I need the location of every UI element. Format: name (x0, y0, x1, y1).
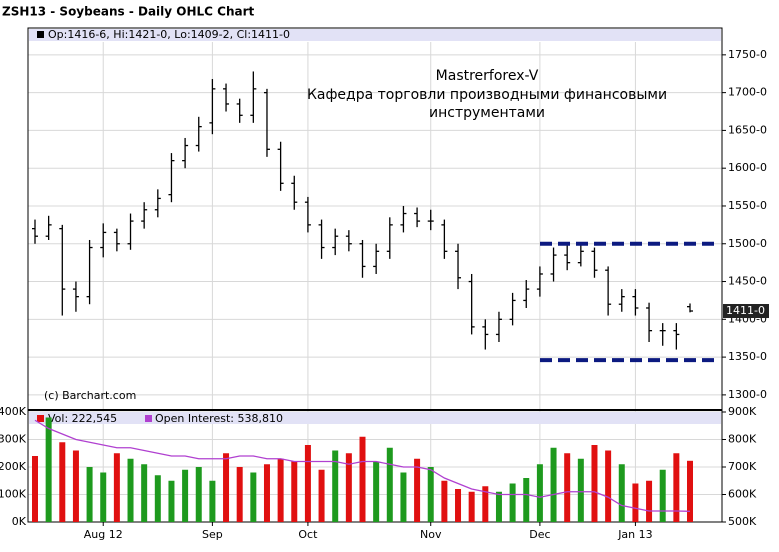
x-tick-label: Jan 13 (617, 528, 652, 541)
volume-bar (564, 453, 571, 522)
volume-bar (687, 460, 693, 522)
x-tick-label: Dec (529, 528, 550, 541)
volume-bar (359, 436, 366, 522)
volume-bar (455, 489, 462, 522)
y-tick-label: 1600-0 (728, 161, 767, 174)
volume-bar (536, 464, 543, 522)
y-tick-label: 1700-0 (728, 86, 767, 99)
volume-bar (523, 478, 530, 522)
legend-swatch (37, 415, 44, 422)
y-tick-label: 400K (0, 405, 27, 418)
volume-bar (168, 480, 175, 522)
volume-bar (386, 447, 393, 522)
price-header (29, 29, 721, 41)
volume-bar (482, 486, 489, 522)
volume-bar (223, 453, 230, 522)
y2-tick-label: 500K (728, 515, 757, 528)
volume-bar (291, 461, 298, 522)
volume-bar (550, 447, 557, 522)
volume-bar (318, 469, 325, 522)
volume-bar (263, 464, 270, 522)
y-tick-label: 0K (12, 515, 27, 528)
volume-bar (605, 450, 612, 522)
volume-bar (632, 483, 639, 522)
volume-bar (113, 453, 120, 522)
ohlc-label: Op:1416-6, Hi:1421-0, Lo:1409-2, Cl:1411… (48, 28, 290, 41)
y-tick-label: 1350-0 (728, 350, 767, 363)
volume-bar (332, 450, 339, 522)
volume-header (29, 412, 721, 424)
volume-bar (236, 467, 243, 522)
volume-bar (646, 480, 653, 522)
volume-bar (141, 464, 148, 522)
volume-bar (59, 442, 66, 522)
y-tick-label: 1750-0 (728, 48, 767, 61)
y-tick-label: 100K (0, 488, 27, 501)
y-tick-label: 1300-0 (728, 388, 767, 401)
open-interest-line (34, 419, 691, 512)
volume-bar (32, 456, 38, 522)
source: (c) Barchart.com (44, 389, 136, 402)
ohlc-swatch (37, 31, 44, 38)
volume-bar (277, 458, 284, 522)
volume-bar (72, 450, 79, 522)
volume-bar (250, 472, 257, 522)
legend-label: Vol: 222,545 (48, 412, 117, 425)
volume-bar (577, 458, 584, 522)
volume-bar (345, 453, 352, 522)
volume-bar (127, 458, 134, 522)
volume-bar (591, 445, 598, 522)
annotation: Mastrerforex-V (436, 68, 539, 84)
volume-bar (304, 445, 311, 522)
volume-bar (195, 467, 202, 522)
legend-swatch (145, 415, 152, 422)
volume-bar (509, 483, 516, 522)
y2-tick-label: 900K (728, 405, 757, 418)
volume-bar (86, 467, 93, 522)
volume-bar (100, 472, 107, 522)
y-tick-label: 1650-0 (728, 123, 767, 136)
volume-legend: Vol: 222,545 Open Interest: 538,810 (37, 412, 283, 425)
volume-bar (441, 480, 448, 522)
x-tick-label: Sep (202, 528, 223, 541)
y2-tick-label: 700K (728, 460, 757, 473)
price-tag-label: 1411-0 (726, 304, 765, 317)
volume-bar (400, 472, 407, 522)
y2-tick-label: 600K (728, 488, 757, 501)
y-tick-label: 1450-0 (728, 275, 767, 288)
legend-label: Open Interest: 538,810 (155, 412, 283, 425)
volume-bar (468, 491, 475, 522)
volume-bar (618, 464, 625, 522)
y2-tick-label: 800K (728, 433, 757, 446)
volume-bar (154, 475, 161, 522)
volume-bar (209, 480, 216, 522)
y-tick-label: 200K (0, 460, 27, 473)
annotation: инструментами (429, 105, 545, 121)
volume-bar (182, 469, 189, 522)
volume-bar (673, 453, 680, 522)
volume-bar (45, 417, 52, 522)
x-tick-label: Nov (420, 528, 442, 541)
annotation: Кафедра торговли производными финансовым… (307, 87, 667, 103)
y-tick-label: 1500-0 (728, 237, 767, 250)
x-tick-label: Aug 12 (84, 528, 123, 541)
price-tag (723, 304, 769, 319)
volume-bar (414, 458, 421, 522)
chart-title: ZSH13 - Soybeans - Daily OHLC Chart (2, 5, 255, 19)
volume-bar (373, 461, 380, 522)
y-tick-label: 1550-0 (728, 199, 767, 212)
x-tick-label: Oct (298, 528, 318, 541)
volume-bar (659, 469, 666, 522)
y-tick-label: 300K (0, 433, 27, 446)
volume-bar (427, 467, 434, 522)
volume-bar (495, 491, 502, 522)
